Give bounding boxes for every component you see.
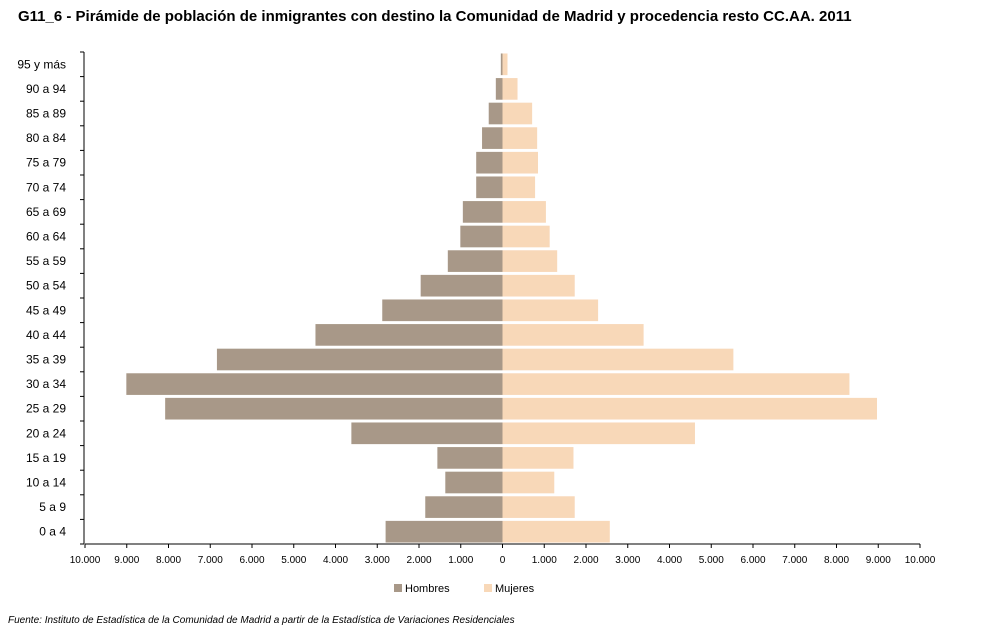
bar-mujeres-1	[502, 496, 575, 518]
y-axis: 0 a 4 5 a 9 10 a 14 15 a 19 20 a 24 25 a 29 30…	[17, 51, 85, 545]
x-tick-label: 8.000	[824, 555, 849, 566]
bar-hombres-4	[351, 422, 503, 445]
x-tick-label: 1.000	[448, 555, 473, 566]
x-axis: 10.000 9.000 8.000 7.000 6.000 5.000 4.000 3.00…	[70, 543, 936, 566]
bar-mujeres-4	[502, 422, 695, 445]
y-tick-label: 85 a 89	[26, 107, 66, 121]
bar-hombres-0	[385, 520, 503, 543]
y-tick-label: 95 y más	[17, 57, 66, 71]
bar-mujeres-11	[502, 250, 558, 272]
bar-mujeres-12	[502, 225, 550, 248]
y-tick-label: 55 a 59	[26, 254, 66, 268]
bar-hombres-10	[420, 274, 503, 297]
x-tick-label: 7.000	[198, 555, 223, 566]
bar-hombres-6	[126, 373, 503, 395]
y-tick-label: 60 a 64	[26, 230, 66, 244]
x-tick-label: 2.000	[406, 555, 431, 566]
bar-hombres-7	[216, 348, 503, 371]
bar-hombres-9	[382, 299, 503, 322]
bar-hombres-3	[437, 447, 503, 469]
y-tick-label: 45 a 49	[26, 303, 66, 317]
bar-mujeres-3	[502, 447, 574, 469]
bar-hombres-19	[500, 53, 503, 76]
y-tick-label: 35 a 39	[26, 353, 66, 367]
source-note: Fuente: Instituto de Estadística de la C…	[8, 615, 515, 626]
legend-swatch-mujeres	[484, 584, 492, 592]
bar-mujeres-17	[502, 102, 533, 125]
x-tick-label: 7.000	[782, 555, 807, 566]
x-tick-label: 10.000	[905, 555, 936, 566]
legend-label-mujeres: Mujeres	[495, 583, 535, 595]
bar-hombres-14	[476, 176, 503, 199]
bar-mujeres-13	[502, 201, 546, 223]
bar-mujeres-19	[502, 53, 508, 76]
bar-hombres-5	[165, 397, 503, 420]
y-tick-label: 0 a 4	[39, 525, 66, 539]
y-tick-label: 70 a 74	[26, 180, 66, 194]
legend-label-hombres: Hombres	[405, 583, 450, 595]
bar-mujeres-5	[502, 397, 877, 420]
y-tick-label: 20 a 24	[26, 426, 66, 440]
x-tick-label: 6.000	[239, 555, 264, 566]
x-tick-label: 4.000	[657, 555, 682, 566]
bar-mujeres-7	[502, 348, 734, 371]
x-tick-label: 8.000	[156, 555, 181, 566]
bar-mujeres-10	[502, 274, 575, 297]
chart-title: G11_6 - Pirámide de población de inmigra…	[18, 8, 852, 25]
y-tick-label: 40 a 44	[26, 328, 66, 342]
bar-mujeres-6	[502, 373, 850, 395]
x-tick-label: 9.000	[114, 555, 139, 566]
y-tick-label: 75 a 79	[26, 156, 66, 170]
x-tick-label: 10.000	[70, 555, 101, 566]
x-tick-label: 2.000	[573, 555, 598, 566]
x-tick-label: 4.000	[323, 555, 348, 566]
bar-mujeres-0	[502, 520, 610, 543]
y-tick-label: 25 a 29	[26, 402, 66, 416]
bar-mujeres-15	[502, 151, 538, 174]
y-tick-label: 15 a 19	[26, 451, 66, 465]
bar-mujeres-14	[502, 176, 536, 199]
bar-hombres-2	[445, 471, 503, 494]
y-tick-label: 90 a 94	[26, 82, 66, 96]
bar-hombres-17	[488, 102, 503, 125]
x-tick-label: 3.000	[615, 555, 640, 566]
x-tick-label: 9.000	[866, 555, 891, 566]
bar-hombres-12	[460, 225, 503, 248]
bar-hombres-15	[476, 151, 503, 174]
legend: Hombres Mujeres	[394, 583, 535, 595]
y-tick-label: 30 a 34	[26, 377, 66, 391]
x-tick-label: 3.000	[365, 555, 390, 566]
x-tick-label: 5.000	[699, 555, 724, 566]
bar-hombres-8	[315, 324, 503, 346]
bar-hombres-13	[462, 201, 503, 223]
y-tick-label: 80 a 84	[26, 131, 66, 145]
bar-hombres-11	[447, 250, 503, 272]
bars-group	[126, 53, 877, 543]
x-tick-label: 1.000	[532, 555, 557, 566]
bar-hombres-18	[495, 78, 503, 100]
x-tick-label: 0	[500, 555, 506, 566]
bar-mujeres-16	[502, 127, 538, 149]
bar-mujeres-9	[502, 299, 599, 322]
y-tick-label: 50 a 54	[26, 279, 66, 293]
bar-mujeres-2	[502, 471, 555, 494]
x-tick-label: 6.000	[740, 555, 765, 566]
y-tick-label: 10 a 14	[26, 476, 66, 490]
y-tick-label: 65 a 69	[26, 205, 66, 219]
bar-mujeres-18	[502, 78, 518, 100]
bar-mujeres-8	[502, 324, 644, 346]
bar-hombres-1	[425, 496, 503, 518]
legend-swatch-hombres	[394, 584, 402, 592]
bar-hombres-16	[482, 127, 503, 149]
y-tick-label: 5 a 9	[39, 500, 66, 514]
x-tick-label: 5.000	[281, 555, 306, 566]
